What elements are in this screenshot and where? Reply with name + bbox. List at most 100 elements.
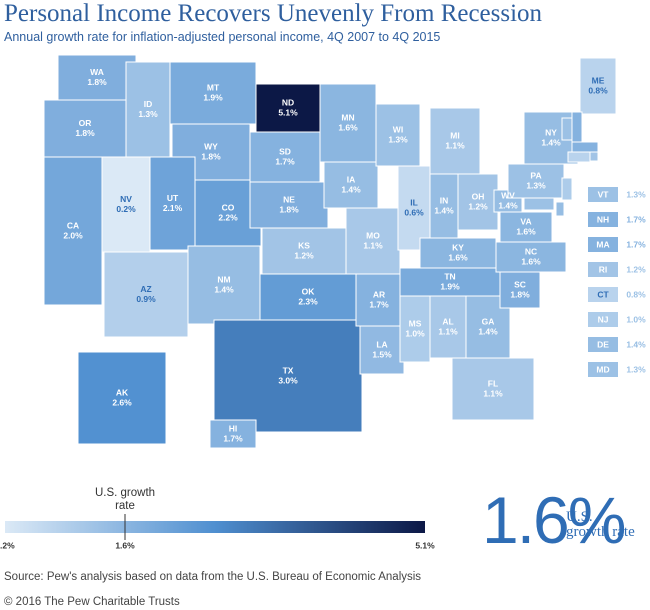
- state: [103, 251, 189, 338]
- state-value: 1.3%: [526, 180, 546, 190]
- state: [209, 419, 257, 449]
- state-value: 1.9%: [203, 92, 223, 102]
- state-abbr: KS: [298, 240, 310, 250]
- state-value: 1.3%: [138, 109, 158, 119]
- state: [323, 161, 379, 209]
- state-abbr: AL: [442, 316, 453, 326]
- state-value: 1.8%: [75, 128, 95, 138]
- state-abbr: UT: [167, 193, 179, 203]
- state-value: 1.7%: [275, 156, 295, 166]
- state: [399, 267, 501, 297]
- state-value: 1.4%: [541, 137, 561, 147]
- state-abbr: WV: [501, 190, 515, 200]
- state: [43, 156, 103, 306]
- state-abbr: ME: [592, 75, 605, 85]
- state: [457, 173, 499, 231]
- state-abbr: NV: [120, 194, 132, 204]
- side-value: 1.4%: [626, 339, 646, 349]
- state-value: 1.1%: [363, 240, 383, 250]
- state: [495, 241, 567, 273]
- state: [375, 103, 421, 167]
- state-value: 5.1%: [278, 107, 298, 117]
- state-value: 1.5%: [372, 349, 392, 359]
- state-abbr: WY: [204, 141, 218, 151]
- state-abbr: AR: [373, 289, 385, 299]
- state: [451, 357, 535, 421]
- state: [555, 201, 565, 217]
- side-state: [588, 262, 618, 277]
- subtitle: Annual growth rate for inflation-adjuste…: [4, 30, 441, 44]
- side-abbr: VT: [598, 189, 610, 199]
- state: [187, 245, 261, 325]
- state: [249, 181, 329, 229]
- state-value: 2.0%: [63, 230, 83, 240]
- state: [397, 165, 431, 251]
- state-value: 1.1%: [438, 326, 458, 336]
- national-value: 1.6%: [482, 483, 626, 557]
- side-state: [588, 312, 618, 327]
- state-abbr: MO: [366, 230, 380, 240]
- state: [255, 83, 321, 133]
- states: [43, 54, 617, 449]
- state-value: 0.2%: [116, 204, 136, 214]
- state-value: 1.6%: [338, 122, 358, 132]
- state: [571, 141, 599, 153]
- state-value: 1.1%: [483, 388, 503, 398]
- side-value: 1.3%: [626, 364, 646, 374]
- state-value: 1.4%: [434, 205, 454, 215]
- state-abbr: PA: [530, 170, 541, 180]
- side-value: 1.3%: [626, 189, 646, 199]
- legend-tick-label: 1.6%: [115, 540, 135, 550]
- state-abbr: CO: [222, 202, 235, 212]
- state: [429, 295, 467, 359]
- legend-tick-label: 5.1%: [415, 540, 435, 550]
- side-abbr: DE: [597, 339, 609, 349]
- state: [77, 351, 167, 445]
- state-abbr: IA: [347, 174, 356, 184]
- side-abbr: MA: [596, 239, 609, 249]
- title: Personal Income Recovers Unevenly From R…: [4, 0, 543, 27]
- state: [561, 117, 573, 141]
- state-value: 2.6%: [112, 397, 132, 407]
- state-value: 1.7%: [369, 299, 389, 309]
- state-value: 2.2%: [218, 212, 238, 222]
- state-value: 1.2%: [294, 250, 314, 260]
- side-value: 1.0%: [626, 314, 646, 324]
- side-state: [588, 212, 618, 227]
- side-value: 1.7%: [626, 239, 646, 249]
- state-value: 1.8%: [510, 289, 530, 299]
- state-value: 1.4%: [498, 200, 518, 210]
- side-abbr: CT: [597, 289, 609, 299]
- state-abbr: ND: [282, 97, 294, 107]
- side-state: [588, 287, 618, 302]
- state-value: 1.6%: [516, 226, 536, 236]
- state-abbr: LA: [376, 339, 387, 349]
- state-value: 1.8%: [201, 151, 221, 161]
- side-state: [588, 237, 618, 252]
- state: [429, 107, 481, 175]
- state: [319, 83, 377, 163]
- state-value: 3.0%: [278, 375, 298, 385]
- state-abbr: FL: [488, 378, 498, 388]
- state-abbr: OR: [79, 118, 92, 128]
- state-value: 1.8%: [279, 204, 299, 214]
- state-abbr: NM: [217, 274, 230, 284]
- side-state: [588, 337, 618, 352]
- legend-tick-label: 0.2%: [0, 540, 15, 550]
- state-abbr: AZ: [140, 284, 151, 294]
- state-abbr: TN: [444, 271, 455, 281]
- state-value: 0.9%: [136, 294, 156, 304]
- side-value: 1.2%: [626, 264, 646, 274]
- state-abbr: MS: [409, 318, 422, 328]
- state-abbr: NC: [525, 246, 537, 256]
- state-abbr: OH: [472, 191, 485, 201]
- legend-bar: [5, 521, 425, 533]
- state-abbr: IL: [410, 197, 418, 207]
- state: [499, 211, 553, 243]
- state-abbr: NY: [545, 127, 557, 137]
- legend-marker-label: U.S. growth rate: [94, 487, 156, 512]
- state: [523, 197, 555, 211]
- state: [499, 271, 541, 309]
